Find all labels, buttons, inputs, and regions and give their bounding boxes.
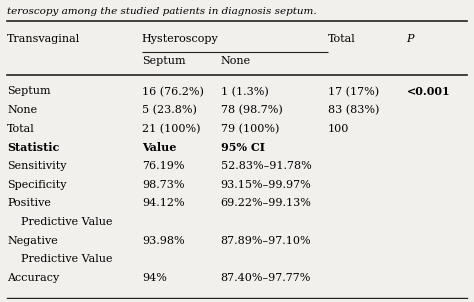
Text: Accuracy: Accuracy xyxy=(7,273,59,283)
Text: 52.83%–91.78%: 52.83%–91.78% xyxy=(221,161,311,171)
Text: 100: 100 xyxy=(328,124,349,134)
Text: 93.98%: 93.98% xyxy=(142,236,184,246)
Text: None: None xyxy=(7,105,37,115)
Text: Specificity: Specificity xyxy=(7,180,66,190)
Text: Transvaginal: Transvaginal xyxy=(7,34,80,44)
Text: 21 (100%): 21 (100%) xyxy=(142,124,201,134)
Text: 17 (17%): 17 (17%) xyxy=(328,86,379,97)
Text: 5 (23.8%): 5 (23.8%) xyxy=(142,105,197,115)
Text: 69.22%–99.13%: 69.22%–99.13% xyxy=(221,198,311,208)
Text: 94.12%: 94.12% xyxy=(142,198,184,208)
Text: Hysteroscopy: Hysteroscopy xyxy=(142,34,219,44)
Text: 76.19%: 76.19% xyxy=(142,161,184,171)
Text: 87.89%–97.10%: 87.89%–97.10% xyxy=(221,236,311,246)
Text: Statistic: Statistic xyxy=(7,143,59,153)
Text: Total: Total xyxy=(7,124,35,134)
Text: Value: Value xyxy=(142,143,176,153)
Text: <0.001: <0.001 xyxy=(407,86,450,98)
Text: Sensitivity: Sensitivity xyxy=(7,161,66,171)
Text: 95% CI: 95% CI xyxy=(221,143,265,153)
Text: Septum: Septum xyxy=(142,56,185,66)
Text: 16 (76.2%): 16 (76.2%) xyxy=(142,86,204,97)
Text: Predictive Value: Predictive Value xyxy=(7,217,112,227)
Text: teroscopy among the studied patients in diagnosis septum.: teroscopy among the studied patients in … xyxy=(7,8,317,17)
Text: Septum: Septum xyxy=(7,86,51,96)
Text: 87.40%–97.77%: 87.40%–97.77% xyxy=(221,273,311,283)
Text: Total: Total xyxy=(328,34,356,44)
Text: 79 (100%): 79 (100%) xyxy=(221,124,279,134)
Text: 1 (1.3%): 1 (1.3%) xyxy=(221,86,268,97)
Text: 83 (83%): 83 (83%) xyxy=(328,105,379,115)
Text: 78 (98.7%): 78 (98.7%) xyxy=(221,105,283,115)
Text: Negative: Negative xyxy=(7,236,58,246)
Text: Positive: Positive xyxy=(7,198,51,208)
Text: P: P xyxy=(407,34,414,44)
Text: 93.15%–99.97%: 93.15%–99.97% xyxy=(221,180,311,190)
Text: 94%: 94% xyxy=(142,273,167,283)
Text: 98.73%: 98.73% xyxy=(142,180,184,190)
Text: None: None xyxy=(221,56,251,66)
Text: Predictive Value: Predictive Value xyxy=(7,254,112,264)
